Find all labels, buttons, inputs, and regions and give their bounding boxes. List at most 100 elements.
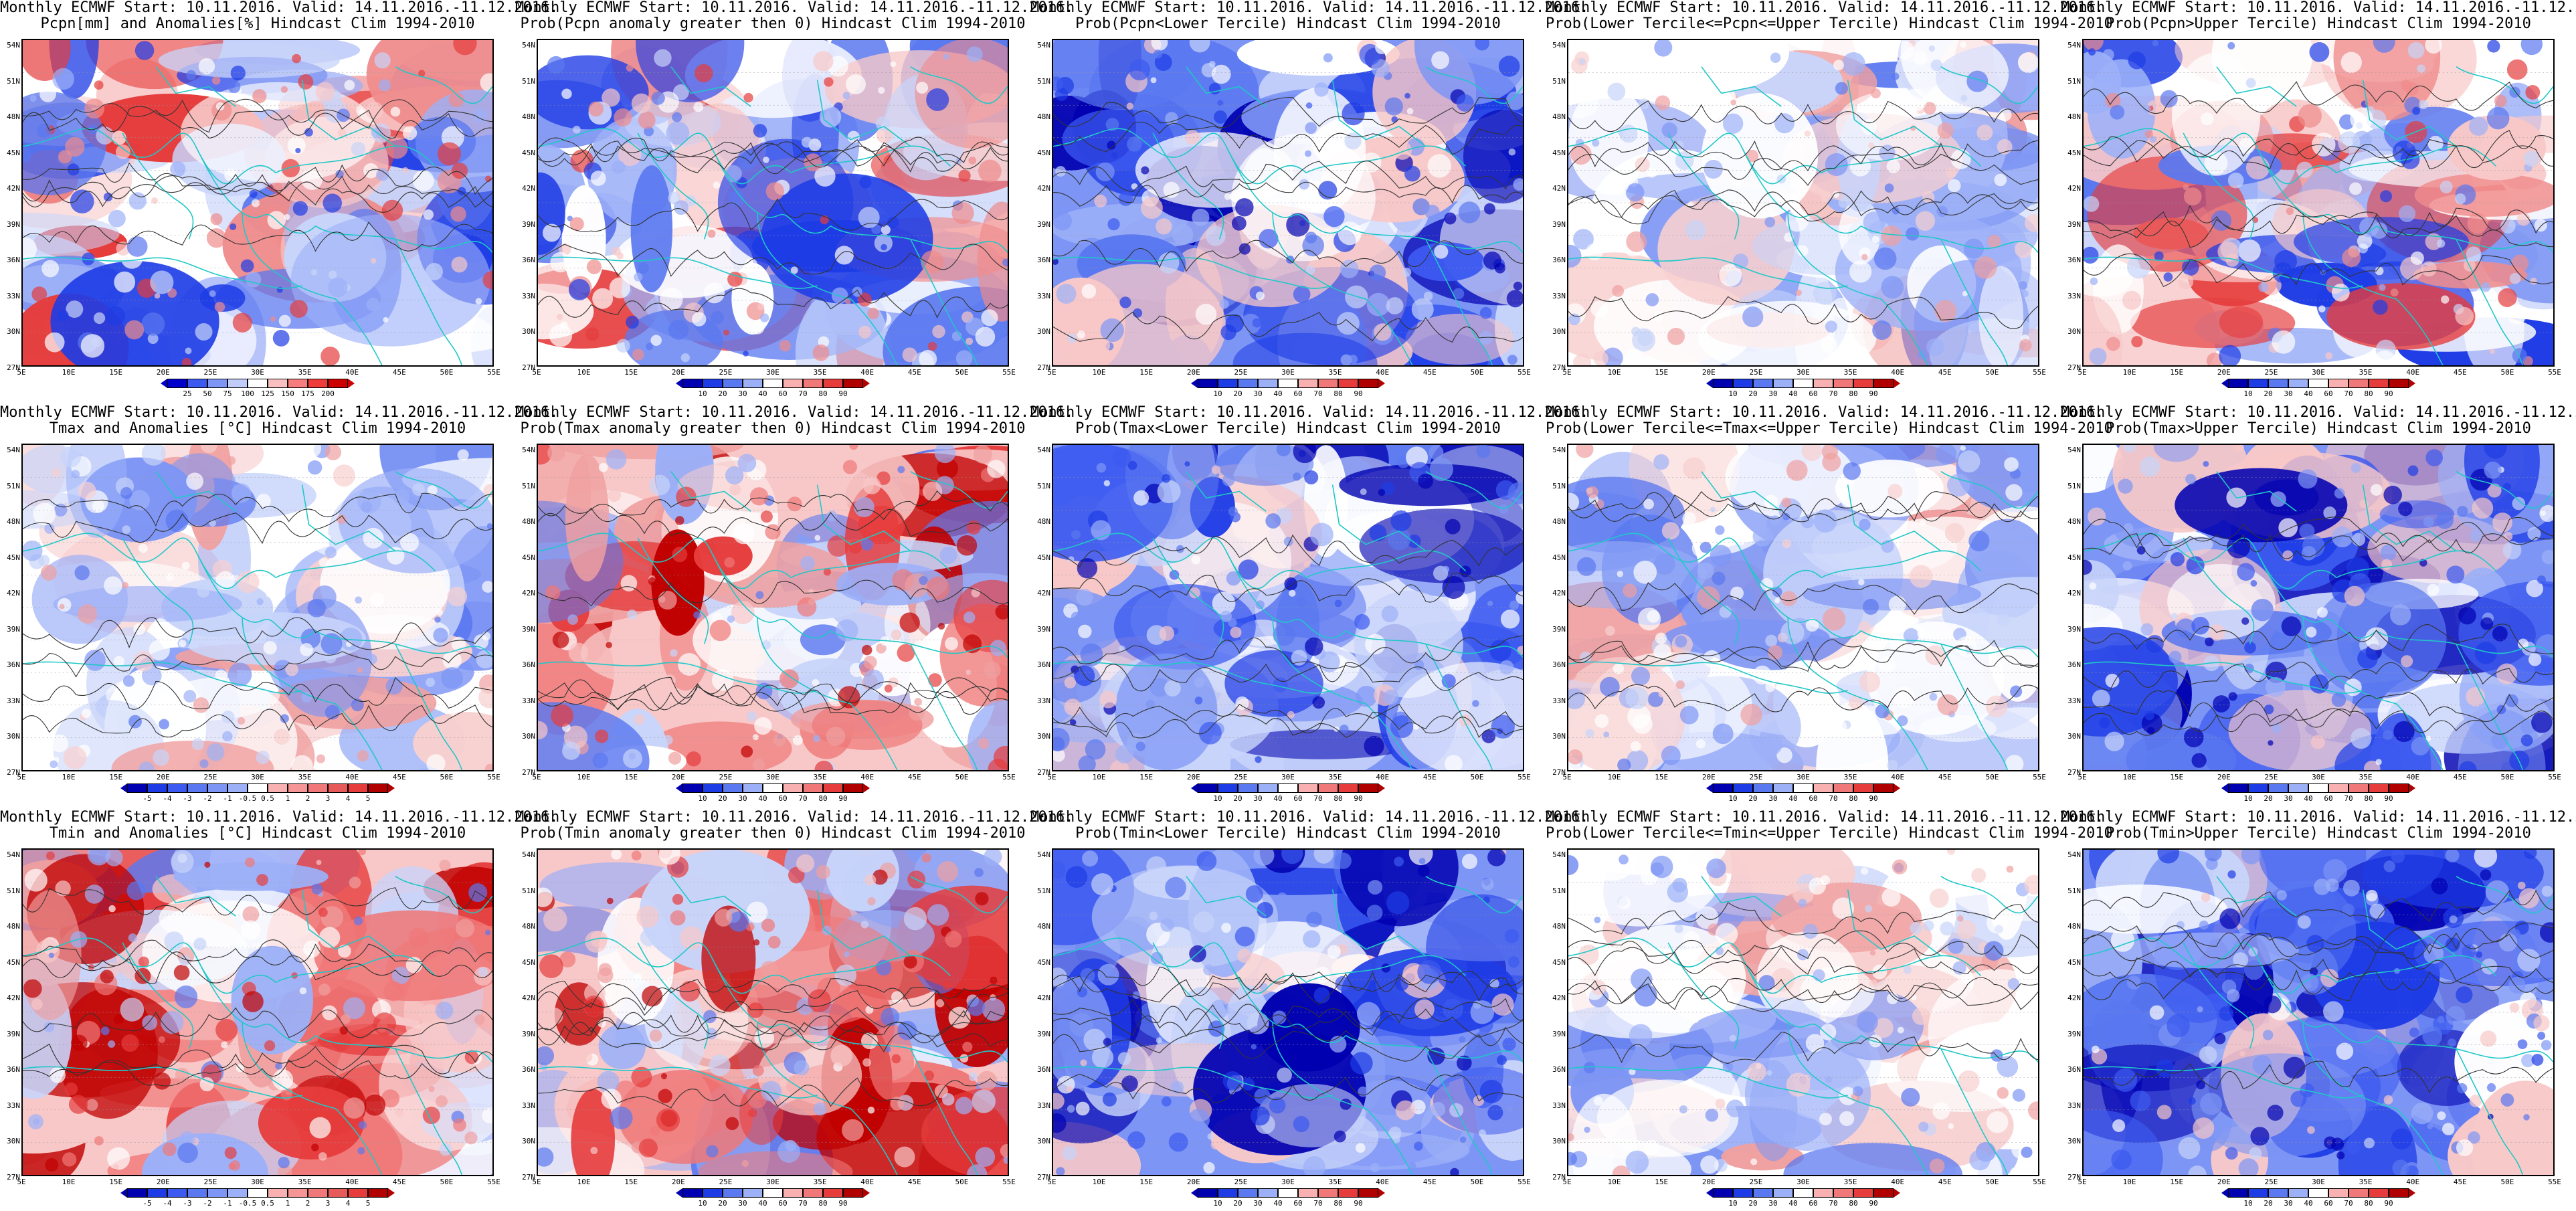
lon-tick-label: 55E — [487, 368, 500, 377]
forecast-map — [21, 444, 494, 771]
lon-tick-label: 25E — [2264, 1178, 2278, 1186]
colorbar-swatch — [2308, 379, 2328, 388]
lon-tick-label: 5E — [532, 368, 541, 377]
lat-tick-label: 54N — [2067, 850, 2081, 859]
colorbar-swatch — [2328, 783, 2349, 793]
colorbar-swatch — [268, 1188, 288, 1198]
lon-tick-label: 30E — [251, 773, 264, 781]
lat-tick-label: 51N — [522, 886, 535, 895]
lat-tick-label: 27N — [2067, 363, 2081, 372]
lat-tick-label: 42N — [1552, 184, 1566, 193]
colorbar-label: 40 — [758, 1199, 767, 1208]
map-field — [1568, 40, 2038, 365]
lon-tick-label: 50E — [1470, 1178, 1484, 1186]
colorbar-swatch — [2268, 783, 2288, 793]
lat-tick-label: 54N — [522, 850, 535, 859]
colorbar-label: 5 — [365, 794, 371, 803]
lat-tick-label: 54N — [2067, 41, 2081, 50]
colorbar-label: 4 — [345, 794, 351, 803]
colorbar-swatch — [2288, 1188, 2308, 1198]
colorbar-swatch — [1773, 1188, 1793, 1198]
colorbar-label: -3 — [183, 1199, 192, 1208]
panel-title: Monthly ECMWF Start: 10.11.2016. Valid: … — [1030, 404, 1589, 437]
colorbar-right-arrow — [1894, 379, 1900, 388]
lon-tick-label: 45E — [2453, 368, 2467, 377]
lat-tick-label: 45N — [1552, 553, 1566, 562]
colorbar-swatch — [703, 379, 723, 388]
colorbar-right-arrow — [2409, 379, 2415, 388]
lon-tick-label: 15E — [2170, 368, 2184, 377]
colorbar-swatch — [1358, 1188, 1378, 1198]
panel-title: Monthly ECMWF Start: 10.11.2016. Valid: … — [515, 0, 1074, 32]
colorbar-label: 80 — [1333, 389, 1343, 398]
lon-tick-label: 35E — [813, 773, 827, 781]
lat-tick-label: 39N — [1552, 1029, 1566, 1038]
map-panel: Monthly ECMWF Start: 10.11.2016. Valid: … — [1546, 810, 2113, 1211]
colorbar-label: 70 — [798, 389, 808, 398]
colorbar-label: 10 — [698, 794, 707, 803]
lon-tick-label: 40E — [860, 1178, 875, 1186]
map-field — [1053, 40, 1523, 365]
map-panel: Monthly ECMWF Start: 10.11.2016. Valid: … — [1546, 0, 2113, 401]
colorbar-label: 80 — [818, 389, 828, 398]
lon-tick-label: 30E — [766, 773, 779, 781]
lon-tick-label: 45E — [1422, 1178, 1437, 1186]
lon-tick-label: 5E — [1562, 368, 1572, 377]
lat-tick-label: 51N — [2067, 886, 2081, 895]
map-field — [23, 445, 492, 770]
colorbar-swatch — [2389, 1188, 2409, 1198]
forecast-map — [1052, 848, 1524, 1176]
lon-tick-label: 40E — [1891, 1178, 1905, 1186]
map-field — [538, 445, 1008, 770]
colorbar-label: 30 — [738, 1199, 747, 1208]
lon-tick-label: 15E — [2170, 1178, 2184, 1186]
colorbar-label: 10 — [698, 389, 707, 398]
colorbar-label: 60 — [1809, 1199, 1818, 1208]
colorbar-label: 60 — [2324, 389, 2333, 398]
colorbar-label: 30 — [1253, 1199, 1263, 1208]
lat-tick-label: 45N — [1037, 148, 1050, 157]
colorbar-swatch — [1793, 379, 1813, 388]
colorbar-label: 50 — [203, 389, 212, 398]
lat-tick-label: 51N — [7, 76, 20, 86]
lon-tick-label: 35E — [813, 1178, 827, 1186]
lat-tick-label: 27N — [522, 1173, 535, 1182]
colorbar-label: -3 — [183, 794, 192, 803]
colorbar-swatch — [1853, 379, 1873, 388]
colorbar-label: 70 — [798, 1199, 808, 1208]
colorbar-label: 30 — [2284, 1199, 2293, 1208]
colorbar-swatch — [2268, 1188, 2288, 1198]
lat-tick-label: 33N — [7, 696, 20, 705]
colorbar-label: 10 — [2243, 794, 2253, 803]
colorbar-swatch — [2268, 379, 2288, 388]
lat-tick-label: 27N — [1552, 1173, 1566, 1182]
colorbar-swatch — [2328, 379, 2349, 388]
colorbar — [120, 1188, 395, 1198]
colorbar-label: 80 — [1849, 389, 1858, 398]
lat-tick-label: 36N — [522, 256, 535, 265]
forecast-map — [2082, 848, 2555, 1176]
lon-tick-label: 55E — [2548, 1178, 2561, 1186]
lon-tick-label: 20E — [156, 773, 170, 781]
colorbar-label: 30 — [1768, 389, 1778, 398]
lon-tick-label: 20E — [2217, 1178, 2231, 1186]
colorbar-label: 40 — [1273, 389, 1283, 398]
lon-tick-label: 40E — [1376, 368, 1390, 377]
lat-tick-label: 45N — [522, 957, 535, 967]
lon-tick-label: 30E — [2312, 1178, 2325, 1186]
colorbar-label: 20 — [1748, 389, 1758, 398]
lat-tick-label: 39N — [7, 624, 20, 634]
colorbar-swatch — [1833, 379, 1853, 388]
lon-tick-label: 45E — [1938, 368, 1952, 377]
colorbar-swatch — [2228, 379, 2248, 388]
lat-tick-label: 48N — [7, 517, 20, 527]
lon-tick-label: 55E — [2033, 773, 2046, 781]
lat-tick-label: 42N — [1037, 994, 1050, 1003]
colorbar-right-arrow — [2409, 1188, 2415, 1198]
lon-tick-label: 10E — [577, 773, 591, 781]
lat-tick-label: 45N — [7, 553, 20, 562]
colorbar-label: 80 — [818, 794, 828, 803]
lon-tick-label: 55E — [1002, 1178, 1016, 1186]
lon-tick-label: 10E — [1607, 368, 1621, 377]
lat-tick-label: 42N — [1037, 589, 1050, 598]
